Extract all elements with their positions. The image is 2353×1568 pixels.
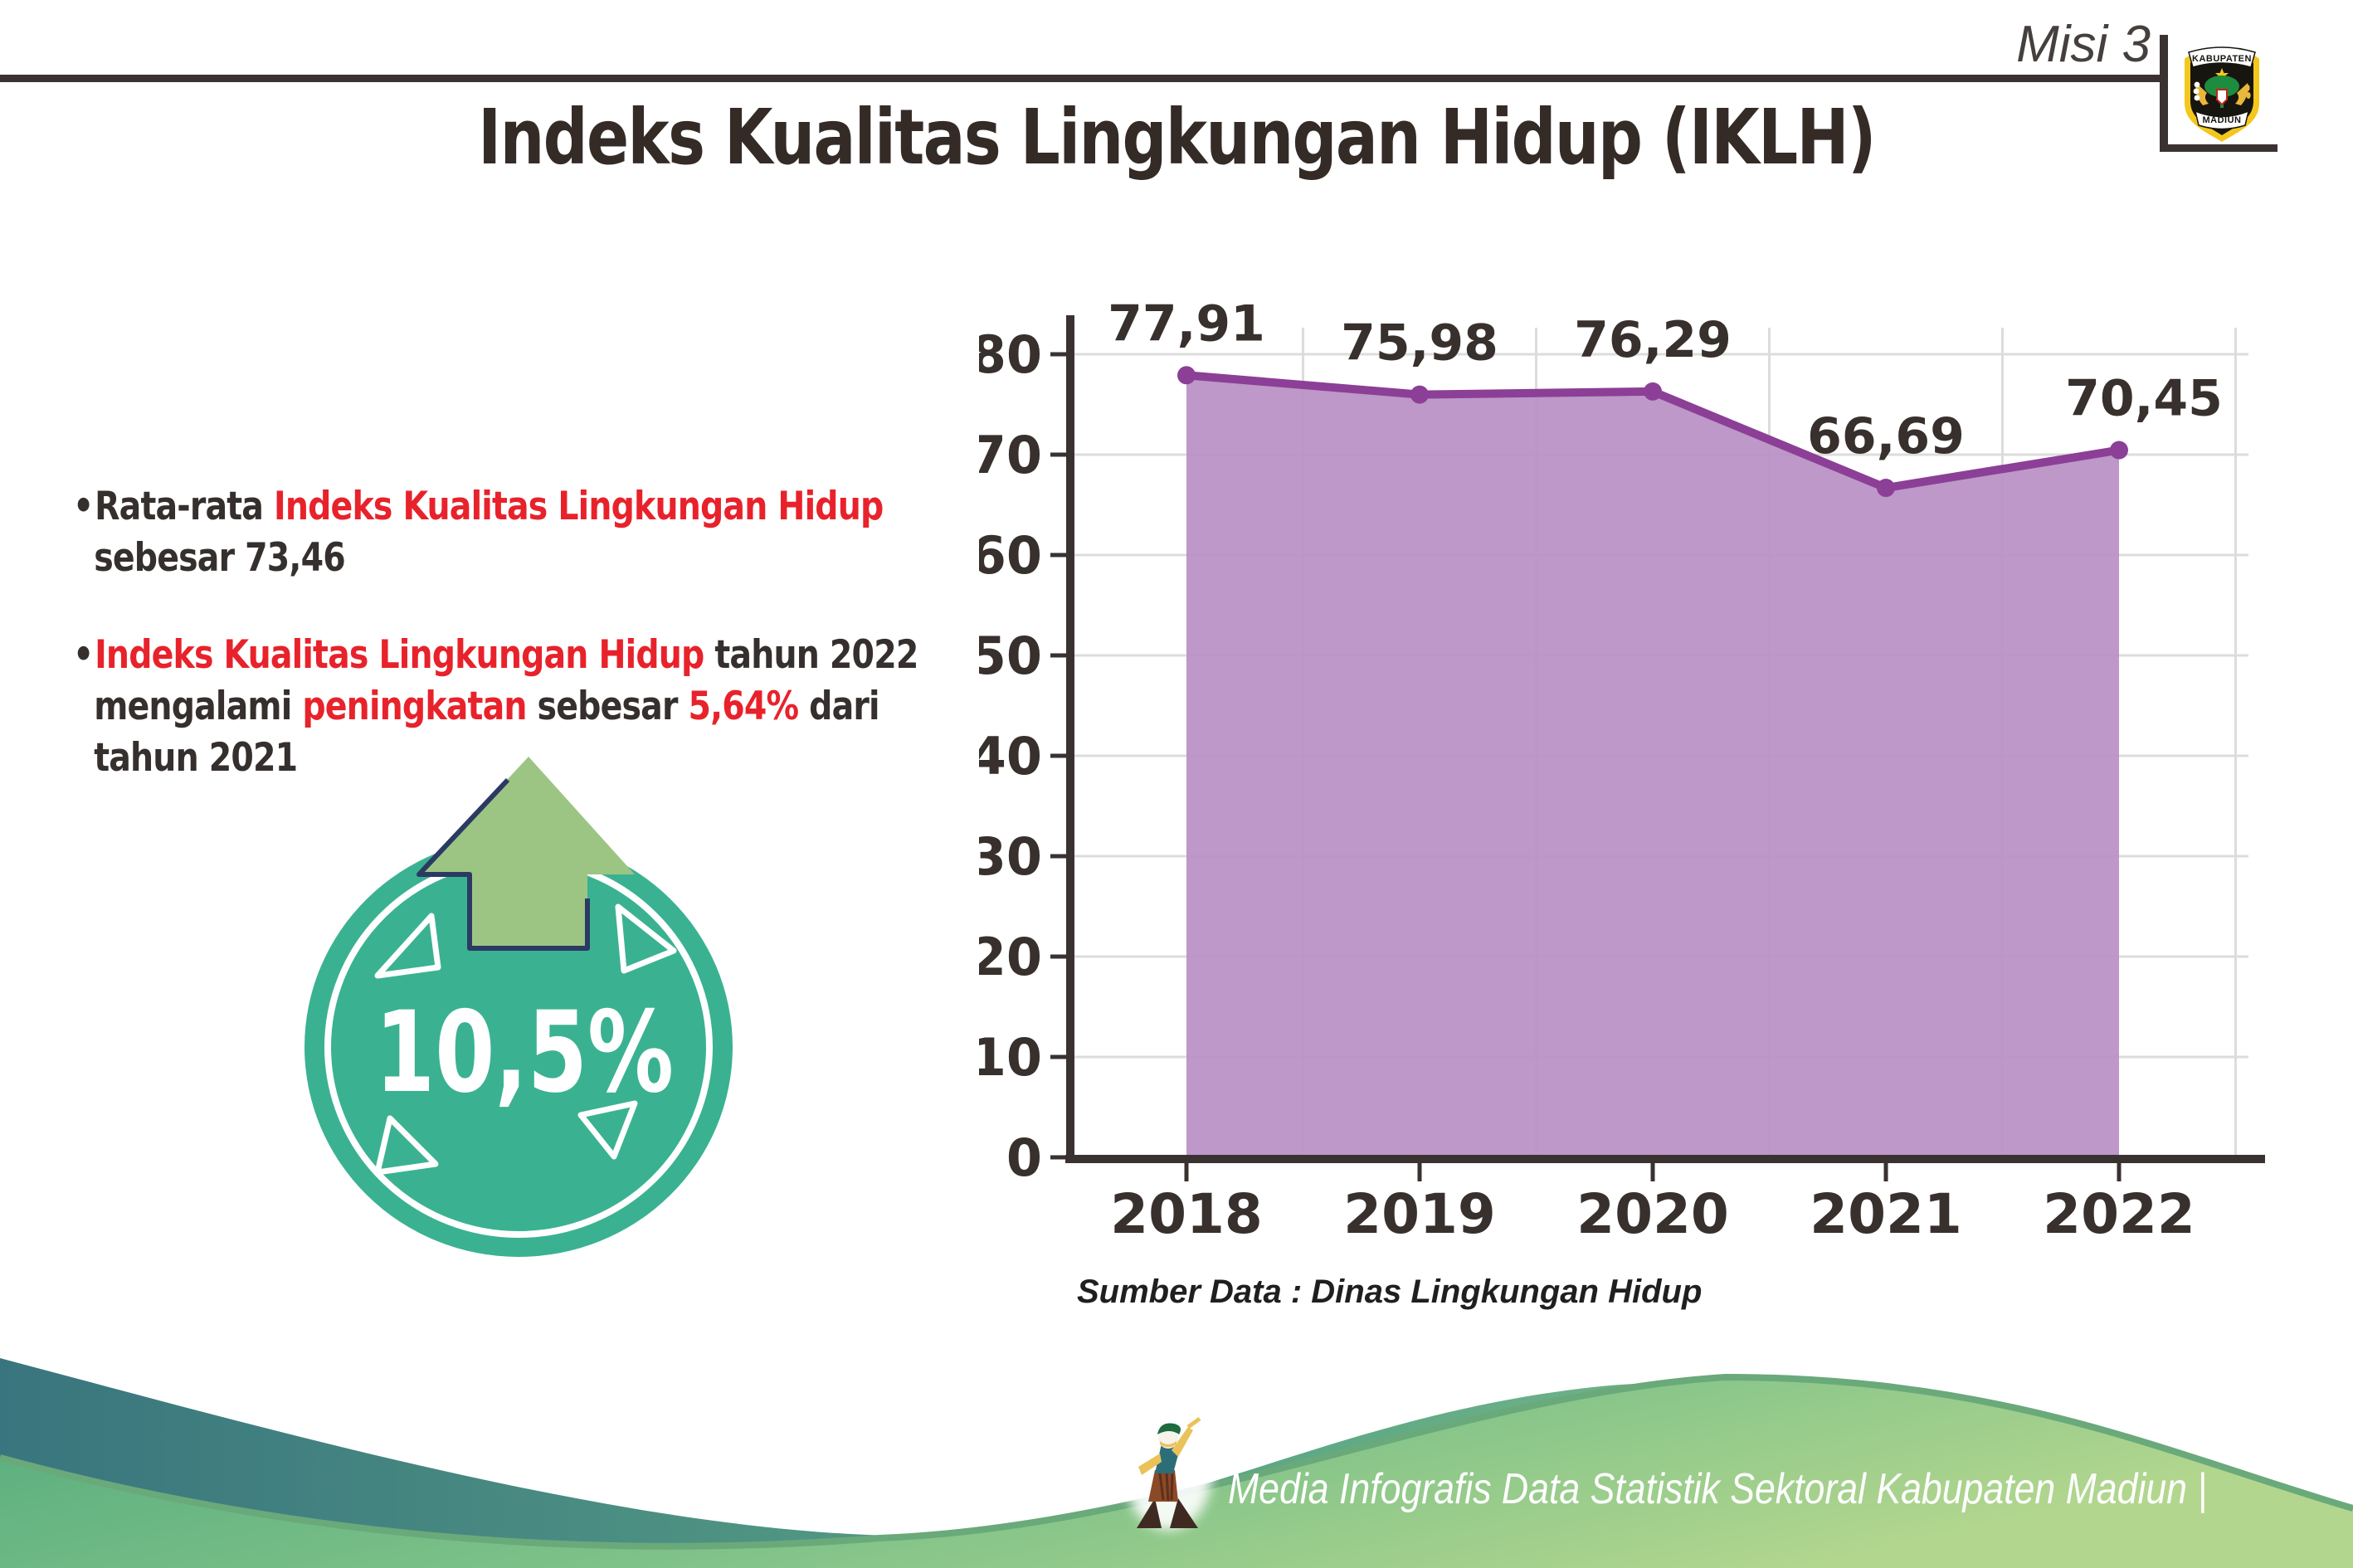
bullet-line: tahun 2021 [73, 733, 951, 784]
mascot-cap [1157, 1423, 1181, 1434]
logo-frame-horizontal [2160, 144, 2277, 152]
mascot-arm [1138, 1454, 1162, 1475]
misi-label: Misi 3 [2016, 16, 2151, 73]
seal-inner-shield [2216, 89, 2228, 106]
y-axis-label: 40 [979, 726, 1042, 786]
seal-grain [2246, 92, 2251, 99]
kabupaten-madiun-seal-icon: KABUPATEN MADIUN [2185, 46, 2259, 142]
mascot-pencil [1186, 1416, 1201, 1429]
y-axis-label: 70 [979, 425, 1042, 485]
seal-top-ribbon [2188, 46, 2256, 68]
bullet-line: sebesar 73,46 [73, 533, 951, 584]
bullet-line: •Indeks Kualitas Lingkungan Hidup tahun … [73, 630, 951, 681]
y-axis-label: 20 [979, 927, 1042, 987]
x-axis-label: 2022 [2043, 1182, 2195, 1246]
header-rule [0, 75, 2161, 82]
footer-wave: Media Infografis Data Statistik Sektoral… [0, 1358, 2353, 1568]
bullet-line: •Rata-rata Indeks Kualitas Lingkungan Hi… [73, 481, 951, 533]
mascot-arm [1172, 1427, 1193, 1457]
seal-cotton [2194, 95, 2200, 101]
statistics-mascot-icon [1125, 1416, 1211, 1530]
chart-source-note: Sumber Data : Dinas Lingkungan Hidup [1077, 1273, 1702, 1310]
spark-triangle-icon [374, 913, 441, 979]
footer-green-wave [0, 1377, 2353, 1568]
data-label: 75,98 [1341, 314, 1498, 373]
increase-badge: 10,5% [304, 757, 733, 1257]
bullet-text-segment: tahun 2021 [94, 735, 298, 781]
seal-bottom-ribbon [2194, 110, 2250, 130]
data-point-marker [2110, 441, 2128, 460]
data-point-marker [1877, 479, 1895, 498]
footer-caption: Media Infografis Data Statistik Sektoral… [1228, 1465, 2207, 1513]
mascot-leg [1137, 1498, 1162, 1528]
x-axis-label: 2021 [1810, 1182, 1962, 1246]
key-findings-list: •Rata-rata Indeks Kualitas Lingkungan Hi… [73, 481, 951, 830]
page-title: Indeks Kualitas Lingkungan Hidup (IKLH) [478, 93, 1876, 182]
y-axis-label: 80 [979, 324, 1042, 385]
data-point-marker [1410, 385, 1429, 404]
x-axis-label: 2018 [1110, 1182, 1263, 1246]
bullet-text-segment: Indeks Kualitas Lingkungan Hidup [95, 632, 704, 678]
seal-cotton [2194, 81, 2200, 88]
spark-triangle-icon [577, 1100, 638, 1160]
bullet-dot: • [73, 484, 94, 529]
bullet-text-segment: tahun 2022 [704, 632, 918, 678]
data-point-marker [1644, 382, 1662, 401]
spark-triangle-icon [374, 1115, 439, 1176]
seal-cotton [2193, 88, 2200, 95]
y-axis-label: 10 [979, 1027, 1042, 1088]
bullet-item: •Rata-rata Indeks Kualitas Lingkungan Hi… [73, 481, 951, 584]
badge-percentage-value: 10,5% [375, 987, 674, 1118]
bullet-text-segment: sebesar 73,46 [94, 535, 345, 581]
y-axis-label: 50 [979, 626, 1042, 686]
bullet-text-segment: Indeks Kualitas Lingkungan Hidup [273, 484, 884, 529]
bullet-text-segment: peningkatan [302, 684, 527, 729]
seal-grain [2245, 85, 2250, 91]
data-label: 70,45 [2065, 370, 2223, 428]
mascot-skirt-stripes [1158, 1471, 1174, 1502]
data-point-marker [1177, 366, 1196, 385]
data-label: 76,29 [1574, 311, 1732, 369]
iklh-area-chart: 0 10 20 30 40 50 60 70 80 2018 2019 2020 2021 2022 77,… [979, 299, 2265, 1310]
bullet-item: •Indeks Kualitas Lingkungan Hidup tahun … [73, 630, 951, 784]
y-axis-label: 30 [979, 826, 1042, 887]
seal-right-wing [2235, 83, 2248, 105]
seal-top-text: KABUPATEN [2192, 54, 2252, 64]
seal-bottom-text: MADIUN [2203, 115, 2242, 125]
logo-frame-vertical [2160, 35, 2168, 152]
mascot-collar [1160, 1441, 1176, 1448]
increase-arrow-icon [419, 757, 635, 948]
y-axis-label: 60 [979, 525, 1042, 586]
data-label: 77,91 [1108, 299, 1265, 353]
data-label: 66,69 [1807, 407, 1965, 465]
bullet-text-segment: Rata-rata [95, 484, 274, 529]
chart-plot: 0 10 20 30 40 50 60 70 80 2018 2019 2020 2021 2022 77,… [979, 299, 2265, 1246]
bullet-text-segment: mengalami [94, 684, 303, 729]
bullet-line: mengalami peningkatan sebesar 5,64% dari [73, 681, 951, 733]
seal-left-wing [2195, 83, 2209, 105]
bullet-dot: • [73, 632, 94, 678]
bullet-text-segment: dari [798, 684, 879, 729]
arrow-outline [417, 777, 590, 951]
bullet-text-segment: sebesar [526, 684, 689, 729]
mascot-leg [1170, 1498, 1198, 1528]
x-axis-label: 2020 [1576, 1182, 1729, 1246]
x-axis-label: 2019 [1343, 1182, 1496, 1246]
footer-wave-edge [0, 1373, 2353, 1550]
y-axis-label: 0 [1006, 1127, 1042, 1188]
spark-triangle-icon [615, 903, 677, 974]
area-fill [1186, 375, 2119, 1157]
bullet-text-segment: 5,64% [688, 684, 799, 729]
